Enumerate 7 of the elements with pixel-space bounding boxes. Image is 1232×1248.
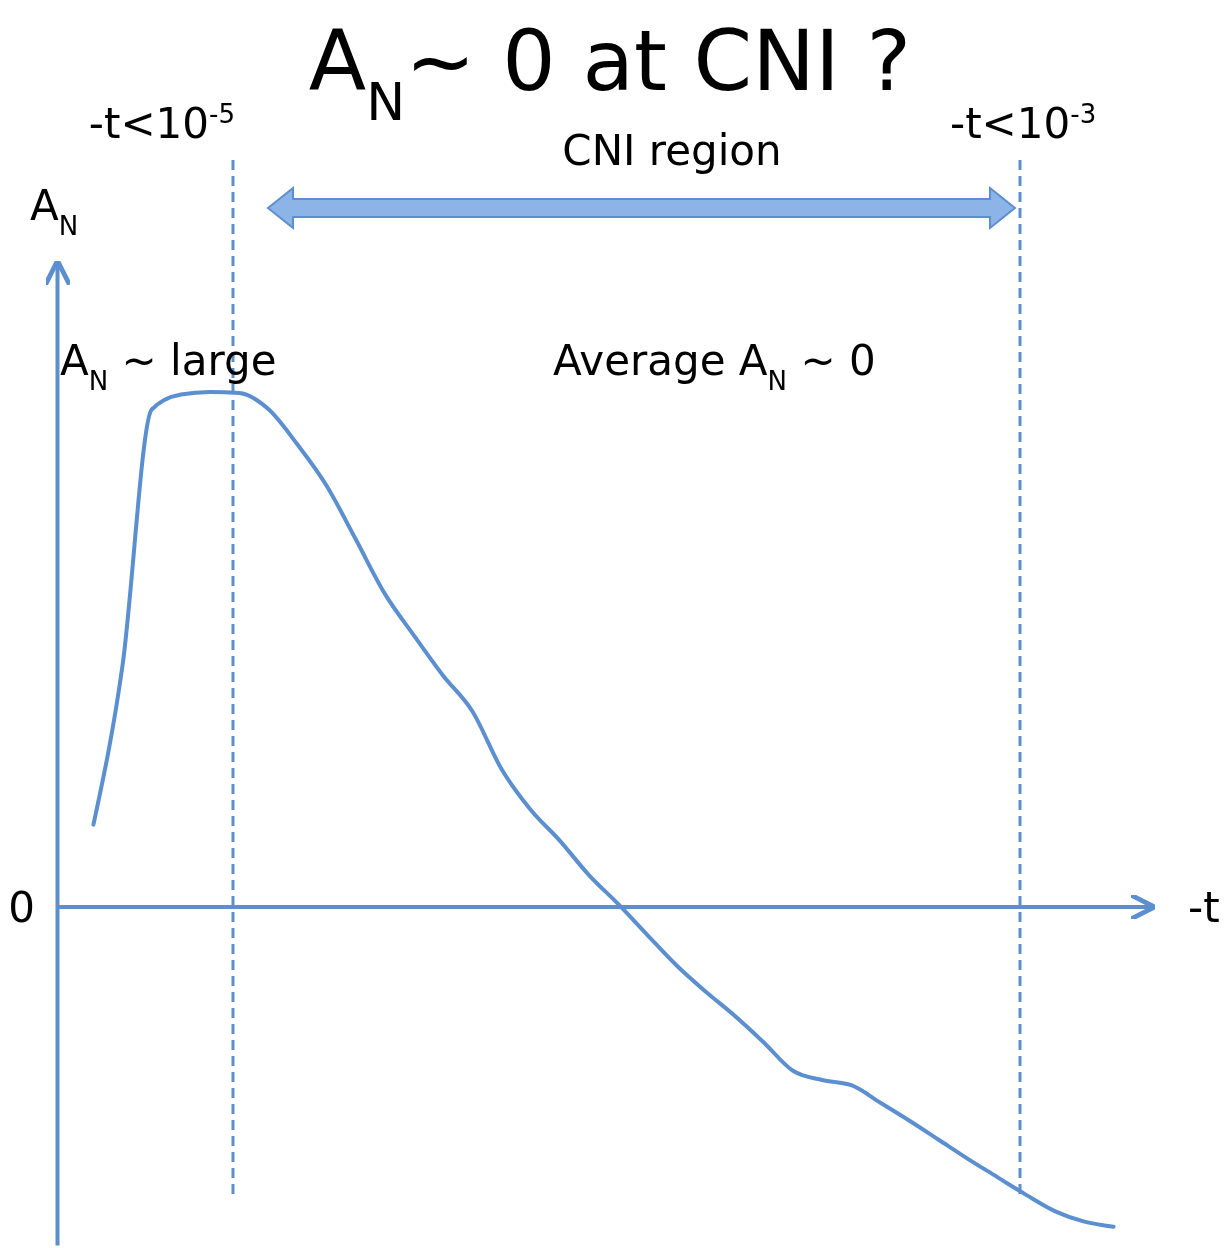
annotation: A$_{N}$ ~ large — [60, 336, 277, 396]
y-axis-title: A$_{N}$ — [30, 181, 79, 241]
ref-line-label: 0 — [8, 883, 35, 932]
text: -t<10$^{-3}$ — [950, 99, 1097, 148]
annotation: Average A$_{N}$ ~ 0 — [553, 336, 876, 396]
x-axis-title: -t — [1188, 883, 1220, 932]
text: -t<10$^{-5}$ — [88, 99, 235, 148]
